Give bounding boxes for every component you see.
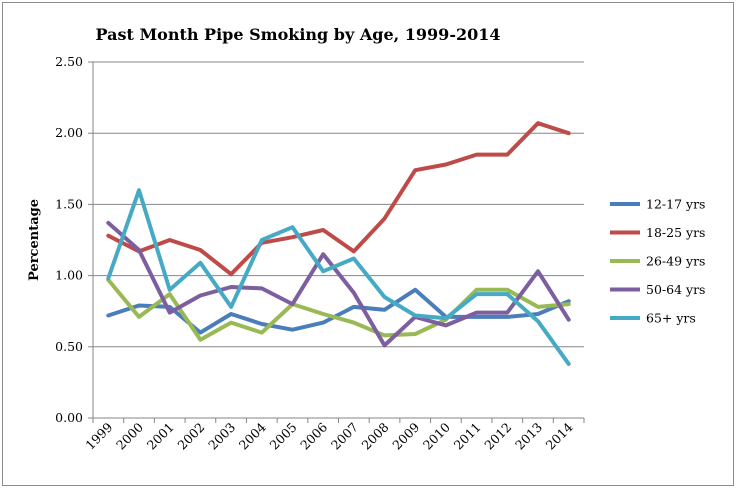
legend-label: 18-25 yrs — [646, 225, 705, 240]
axes: 0.00 0.50 1.00 1.50 2.00 2.50 1999200020012002… — [55, 54, 585, 453]
y-tick-label: 2.50 — [55, 54, 83, 69]
y-axis-label: Percentage — [27, 199, 42, 281]
legend-label: 65+ yrs — [646, 311, 696, 326]
y-tick-label: 0.00 — [55, 410, 83, 425]
x-tick-label: 2008 — [359, 419, 392, 452]
series-line-26-49-yrs — [106, 277, 571, 342]
series-line-65-yrs — [106, 188, 571, 366]
y-tick-label: 0.50 — [55, 339, 83, 354]
x-tick-label: 2010 — [420, 419, 453, 452]
x-tick-label: 2001 — [144, 420, 177, 453]
x-tick-label: 2014 — [543, 419, 576, 452]
legend-label: 12-17 yrs — [646, 197, 705, 212]
x-tick-label: 1999 — [82, 419, 115, 452]
x-tick-label: 2009 — [389, 419, 422, 452]
x-tick-label: 2012 — [481, 420, 514, 453]
x-tick-label: 2006 — [297, 419, 330, 452]
legend-label: 50-64 yrs — [646, 282, 705, 297]
x-tick-label: 2004 — [236, 419, 269, 452]
x-tick-label: 2003 — [205, 419, 238, 452]
legend-label: 26-49 yrs — [646, 254, 705, 269]
x-tick-label: 2002 — [174, 420, 207, 453]
x-tick-label: 2005 — [266, 420, 299, 453]
x-tick-label: 2011 — [451, 420, 484, 453]
x-tick-label: 2013 — [512, 419, 545, 452]
y-tick-label: 2.00 — [55, 125, 83, 140]
series-lines — [106, 121, 571, 366]
x-tick-label: 2007 — [328, 419, 361, 452]
series-line-50-64-yrs — [106, 220, 571, 348]
legend: 12-17 yrs 18-25 yrs 26-49 yrs 50-64 yrs 65+ … — [610, 197, 705, 326]
series-line-18-25-yrs — [106, 121, 571, 277]
x-tick-label: 2000 — [113, 419, 146, 452]
y-tick-label: 1.50 — [55, 196, 83, 211]
chart-title: Past Month Pipe Smoking by Age, 1999-201… — [96, 25, 501, 44]
y-tick-label: 1.00 — [55, 268, 83, 283]
